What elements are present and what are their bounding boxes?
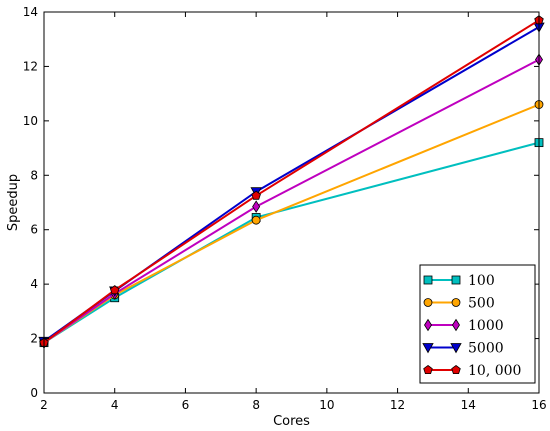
y-tick-label-0: 0 [30, 386, 38, 400]
x-tick-label-2: 6 [182, 398, 190, 412]
legend-label-3: 5000 [468, 341, 504, 357]
legend-marker-start-4 [423, 365, 433, 375]
legend-item-1: 500 [423, 296, 495, 312]
plot-frame [43, 11, 540, 394]
legend-item-3: 5000 [422, 341, 504, 357]
x-tick-label-5: 12 [390, 398, 405, 412]
legend-marker-end-1 [451, 298, 461, 307]
x-tick-label-6: 14 [461, 398, 476, 412]
data-point-1-2 [251, 215, 261, 225]
y-tick-label-5: 10 [23, 114, 38, 128]
legend-marker-end-2 [452, 318, 460, 332]
legend-label-0: 100 [468, 273, 495, 289]
legend-marker-start-3 [422, 343, 434, 354]
legend-marker-end-4 [451, 365, 461, 375]
x-tick-label-4: 10 [319, 398, 334, 412]
x-tick-label-1: 4 [111, 398, 119, 412]
data-point-2-2 [252, 200, 261, 213]
legend-marker-start-0 [423, 275, 433, 285]
legend-item-4: 10, 000 [423, 363, 521, 379]
legend-label-4: 10, 000 [468, 363, 521, 379]
legend-marker-start-1 [423, 298, 433, 307]
legend-item-0: 100 [423, 273, 495, 289]
y-tick-label-3: 6 [30, 223, 38, 237]
data-point-4-1 [109, 285, 120, 295]
legend-item-2: 1000 [424, 318, 504, 334]
legend: 100 500 1000 5000 10, 000 [419, 264, 536, 384]
x-tick-label-7: 16 [531, 398, 546, 412]
series-line-4 [43, 19, 540, 344]
x-tick-label-0: 2 [40, 398, 48, 412]
legend-label-1: 500 [468, 296, 495, 312]
legend-marker-start-2 [424, 318, 432, 332]
x-tick-label-3: 8 [252, 398, 260, 412]
y-tick-label-7: 14 [23, 5, 38, 19]
plot-area [38, 15, 545, 349]
y-tick-label-2: 4 [30, 277, 38, 291]
series-line-2 [43, 58, 540, 344]
y-tick-label-4: 8 [30, 168, 38, 182]
data-point-4-2 [251, 190, 261, 200]
legend-marker-end-0 [451, 275, 461, 285]
y-tick-label-1: 2 [30, 332, 38, 346]
y-tick-label-6: 12 [23, 59, 38, 73]
y-axis-label: Speedup [6, 174, 21, 231]
x-axis-label: Cores [273, 414, 310, 429]
legend-marker-end-3 [450, 343, 462, 354]
legend-label-2: 1000 [468, 318, 504, 334]
